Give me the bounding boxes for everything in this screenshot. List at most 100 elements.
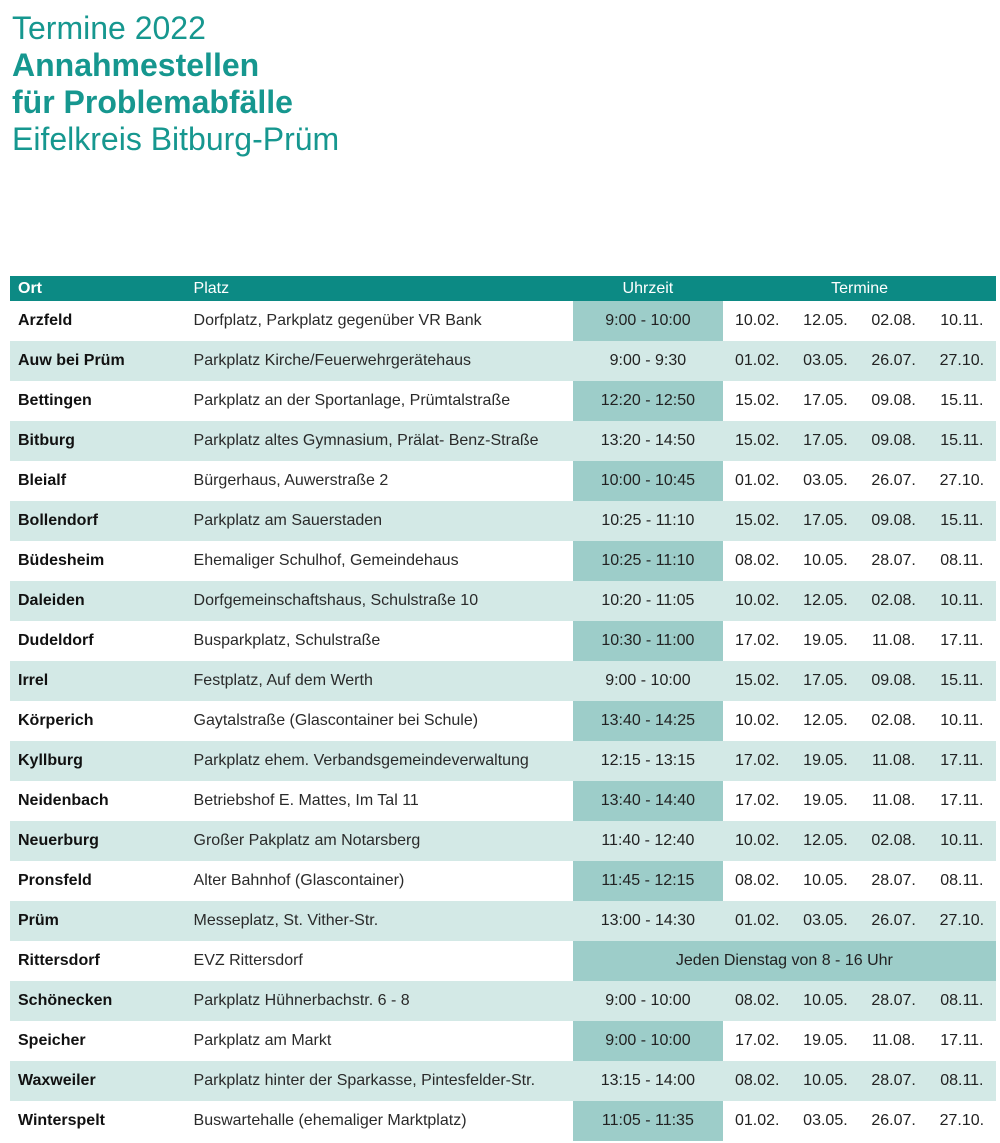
table-row: Irrel Festplatz, Auf dem Werth 9:00 - 10:0…: [10, 661, 996, 701]
cell-termin: 10.11.: [940, 312, 984, 329]
table-row: Waxweiler Parkplatz hinter der Sparkasse,…: [10, 1061, 996, 1101]
table-row: Speicher Parkplatz am Markt 9:00 - 10:00 17…: [10, 1021, 996, 1061]
cell-termin: 11.08.: [871, 632, 916, 649]
cell-termin: 17.05.: [803, 432, 848, 449]
cell-termin: 10.11.: [940, 592, 984, 609]
cell-ort: Pronsfeld: [18, 872, 92, 889]
cell-termin: 10.05.: [803, 992, 848, 1009]
cell-platz: Messeplatz, St. Vither-Str.: [193, 912, 379, 929]
cell-termin: 17.11.: [940, 752, 984, 769]
cell-platz: Dorfgemeinschaftshaus, Schulstraße 10: [193, 592, 479, 609]
cell-platz: Bürgerhaus, Auwerstraße 2: [193, 472, 389, 489]
table-body: Arzfeld Dorfplatz, Parkplatz gegenüber VR…: [10, 301, 996, 1141]
title-main-1: Annahmestellen: [12, 47, 260, 83]
cell-ort: Speicher: [18, 1032, 86, 1049]
cell-termin: 02.08.: [871, 712, 916, 729]
cell-termin: 11.08.: [871, 792, 916, 809]
cell-ort: Neidenbach: [18, 792, 109, 809]
table-row: Schönecken Parkplatz Hühnerbachstr. 6 - 8…: [10, 981, 996, 1021]
cell-uhrzeit: 13:40 - 14:25: [572, 701, 724, 741]
title-year: Termine 2022: [12, 10, 206, 46]
cell-termin: 10.11.: [940, 832, 984, 849]
cell-termin: 17.11.: [940, 632, 984, 649]
column-header-ort: Ort: [18, 279, 42, 297]
cell-platz: Parkplatz am Sauerstaden: [193, 512, 383, 529]
cell-platz: Betriebshof E. Mattes, Im Tal 11: [193, 792, 419, 809]
cell-termin: 15.11.: [940, 672, 984, 689]
cell-termin: 12.05.: [803, 592, 848, 609]
cell-termin: 27.10.: [939, 472, 985, 489]
cell-termin: 28.07.: [871, 992, 916, 1009]
table-row: Winterspelt Buswartehalle (ehemaliger Mar…: [10, 1101, 996, 1141]
title-main-2: für Problemabfälle: [12, 84, 293, 120]
cell-termin: 01.02.: [734, 352, 780, 369]
cell-platz: Ehemaliger Schulhof, Gemeindehaus: [193, 552, 459, 569]
cell-ort: Dudeldorf: [18, 632, 94, 649]
cell-ort: Waxweiler: [18, 1072, 96, 1089]
cell-uhrzeit: 9:00 - 10:00: [572, 301, 724, 341]
cell-termin: 15.11.: [940, 392, 984, 409]
cell-uhrzeit: 11:40 - 12:40: [601, 832, 695, 849]
cell-platz: Großer Pakplatz am Notarsberg: [193, 832, 421, 849]
cell-uhrzeit: 9:00 - 9:30: [609, 352, 687, 369]
cell-termin: 12.05.: [803, 712, 848, 729]
cell-termin: 17.05.: [803, 392, 848, 409]
cell-termin: 08.02.: [734, 552, 780, 569]
cell-termin: 28.07.: [871, 1072, 916, 1089]
cell-termin: 19.05.: [803, 632, 848, 649]
table-row: Daleiden Dorfgemeinschaftshaus, Schulstra…: [10, 581, 996, 621]
cell-termin: 17.05.: [803, 512, 848, 529]
page-title: Termine 2022 Annahmestellen für Problema…: [12, 10, 339, 158]
cell-ort: Daleiden: [18, 592, 85, 609]
table-row: Pronsfeld Alter Bahnhof (Glascontainer) 11…: [10, 861, 996, 901]
cell-termin: 08.02.: [734, 992, 780, 1009]
cell-ort: Körperich: [18, 712, 94, 729]
cell-ort: Rittersdorf: [18, 952, 100, 969]
cell-termin: 26.07.: [871, 352, 916, 369]
cell-termin: 26.07.: [871, 472, 916, 489]
cell-platz: Dorfplatz, Parkplatz gegenüber VR Bank: [193, 312, 482, 329]
cell-termin: 08.11.: [940, 992, 984, 1009]
cell-termin: 10.02.: [734, 712, 780, 729]
cell-termin: 27.10.: [939, 352, 985, 369]
table-row: Rittersdorf EVZ Rittersdorf Jeden Dienstag…: [10, 941, 996, 981]
cell-uhrzeit: 9:00 - 10:00: [605, 672, 691, 689]
cell-termin: 09.08.: [871, 432, 916, 449]
cell-termin: 17.11.: [940, 1032, 984, 1049]
cell-platz: Parkplatz am Markt: [193, 1032, 332, 1049]
cell-termin: 17.02.: [734, 792, 780, 809]
column-header-termine: Termine: [831, 279, 888, 297]
cell-termin: 27.10.: [939, 912, 985, 929]
cell-uhrzeit: 9:00 - 10:00: [572, 1021, 724, 1061]
cell-uhrzeit: 10:00 - 10:45: [572, 461, 724, 501]
cell-special-note: Jeden Dienstag von 8 - 16 Uhr: [572, 941, 996, 981]
cell-platz: Parkplatz an der Sportanlage, Prümtalstr…: [193, 392, 511, 409]
cell-termin: 15.02.: [734, 432, 780, 449]
cell-platz: Festplatz, Auf dem Werth: [193, 672, 373, 689]
cell-termin: 11.08.: [871, 1032, 916, 1049]
cell-ort: Schönecken: [18, 992, 113, 1009]
schedule-table: Ort Platz Uhrzeit Termine Arzfeld Dorfpla…: [10, 276, 996, 1141]
table-row: Dudeldorf Busparkplatz, Schulstraße 10:30 …: [10, 621, 996, 661]
table-header-row: Ort Platz Uhrzeit Termine: [10, 276, 996, 301]
cell-termin: 26.07.: [871, 912, 916, 929]
cell-termin: 15.02.: [734, 512, 780, 529]
cell-termin: 10.02.: [734, 312, 780, 329]
cell-termin: 10.11.: [940, 712, 984, 729]
cell-ort: Prüm: [18, 912, 59, 929]
cell-platz: EVZ Rittersdorf: [193, 952, 303, 969]
cell-uhrzeit: 10:20 - 11:05: [601, 592, 695, 609]
cell-ort: Kyllburg: [18, 752, 83, 769]
cell-termin: 10.02.: [734, 832, 780, 849]
cell-termin: 17.11.: [940, 792, 984, 809]
cell-termin: 28.07.: [871, 552, 916, 569]
table-row: Körperich Gaytalstraße (Glascontainer bei…: [10, 701, 996, 741]
cell-termin: 08.11.: [940, 1072, 984, 1089]
table-row: Bleialf Bürgerhaus, Auwerstraße 2 10:00 - …: [10, 461, 996, 501]
cell-uhrzeit: 9:00 - 10:00: [605, 992, 691, 1009]
column-header-uhrzeit: Uhrzeit: [622, 279, 674, 297]
cell-termin: 12.05.: [803, 832, 848, 849]
cell-platz: Busparkplatz, Schulstraße: [193, 632, 381, 649]
cell-termin: 15.11.: [940, 512, 984, 529]
cell-termin: 09.08.: [871, 392, 916, 409]
